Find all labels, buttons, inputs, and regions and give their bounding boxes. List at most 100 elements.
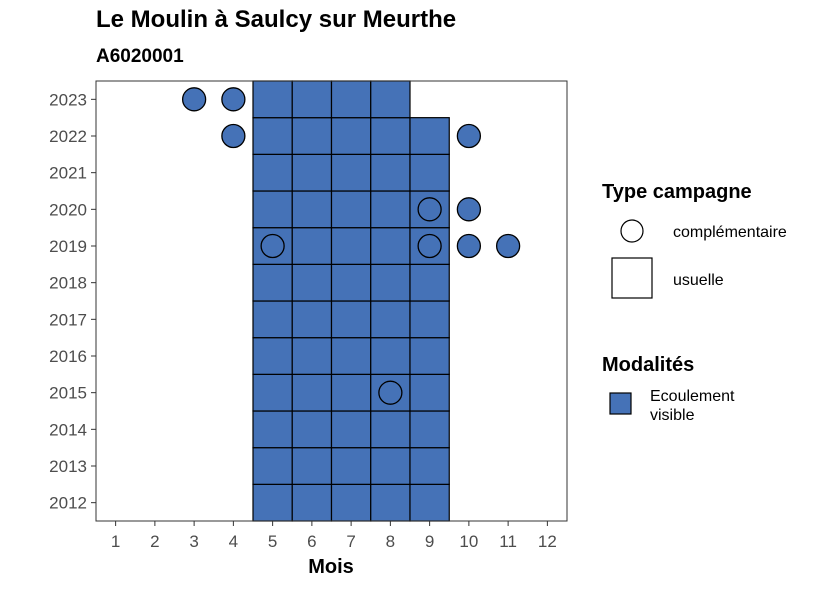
tile-2017-5: [252, 300, 293, 339]
tile-2012-9: [409, 483, 450, 522]
legend-title-modalites: Modalités: [602, 354, 694, 376]
tile-2016-8: [370, 337, 411, 375]
tile-2022-5: [252, 117, 293, 155]
tile-2014-9: [409, 410, 450, 449]
tile-2019-6: [291, 227, 333, 265]
tile-2023-6: [291, 80, 333, 119]
legend-label-complementaire: complémentaire: [673, 224, 787, 241]
x-tick-label-12: 12: [538, 532, 557, 551]
tile-2019-7: [330, 227, 372, 265]
tile-2014-8: [370, 410, 411, 449]
plot-panel-border: [95, 80, 568, 522]
y-tick-label-2022: 2022: [49, 127, 87, 146]
x-tick-label-5: 5: [268, 532, 277, 551]
chart-title: Le Moulin à Saulcy sur Meurthe: [96, 6, 457, 33]
y-tick-label-2021: 2021: [49, 164, 87, 183]
tile-2016-9: [409, 337, 450, 375]
point-2023-4: [221, 87, 246, 112]
tile-2013-5: [252, 447, 293, 485]
legend-key-usuelle: [611, 257, 653, 299]
tile-2013-8: [370, 447, 411, 485]
point-2022-4: [221, 123, 246, 149]
legend-title-type-campagne: Type campagne: [602, 181, 752, 203]
tile-2020-9: [409, 190, 450, 229]
legend-label-ecoulement-visible: Ecoulement visible: [650, 388, 735, 424]
y-tick-label-2013: 2013: [49, 457, 87, 476]
legend-key-complementaire: [620, 219, 644, 243]
chart-subtitle: A6020001: [96, 46, 184, 67]
point-2020-10: [456, 197, 482, 222]
tile-2020-6: [291, 190, 333, 229]
axis-ticks: 1 2 3 4 5 6 7 8 9 10 11 122012201320142015201620172…: [49, 90, 557, 551]
x-tick-label-9: 9: [425, 532, 434, 551]
y-tick-label-2017: 2017: [49, 310, 87, 329]
tile-2015-5: [252, 373, 293, 412]
x-tick-label-6: 6: [307, 532, 316, 551]
tile-2012-7: [330, 483, 372, 522]
y-tick-label-2019: 2019: [49, 237, 87, 256]
tile-2017-9: [409, 300, 450, 339]
tile-2022-7: [330, 117, 372, 155]
tile-2019-5: [252, 227, 293, 265]
y-tick-label-2012: 2012: [49, 494, 87, 513]
tile-2018-7: [330, 263, 372, 302]
y-tick-label-2016: 2016: [49, 347, 87, 366]
legend: Type campagne complémentaire usuelle Mod…: [602, 181, 787, 424]
tile-2016-6: [291, 337, 333, 375]
tile-2017-6: [291, 300, 333, 339]
tile-2018-8: [370, 263, 411, 302]
tile-2015-8: [370, 373, 411, 412]
point-2015-8: [378, 380, 403, 405]
tile-2017-8: [370, 300, 411, 339]
tile-2018-6: [291, 263, 333, 302]
point-2019-5: [260, 233, 285, 259]
tile-2020-8: [370, 190, 411, 229]
tile-2021-9: [409, 153, 450, 192]
tile-2023-8: [370, 80, 411, 119]
point-2019-10: [456, 233, 482, 259]
tile-2013-6: [291, 447, 333, 485]
tile-2019-9: [409, 227, 450, 265]
tile-2021-7: [330, 153, 372, 192]
tile-2014-6: [291, 410, 333, 449]
tile-2022-6: [291, 117, 333, 155]
tile-2017-7: [330, 300, 372, 339]
tile-2021-8: [370, 153, 411, 192]
tile-2018-9: [409, 263, 450, 302]
y-tick-label-2015: 2015: [49, 384, 87, 403]
tile-2018-5: [252, 263, 293, 302]
legend-key-ecoulement-visible: [609, 392, 632, 415]
tile-2020-7: [330, 190, 372, 229]
tile-2021-6: [291, 153, 333, 192]
x-tick-label-7: 7: [346, 532, 355, 551]
point-2023-3: [181, 87, 207, 112]
tile-2012-6: [291, 483, 333, 522]
point-2022-10: [456, 123, 482, 149]
tile-2014-5: [252, 410, 293, 449]
tile-2015-9: [409, 373, 450, 412]
tile-2016-7: [330, 337, 372, 375]
x-tick-label-4: 4: [229, 532, 238, 551]
tile-2016-5: [252, 337, 293, 375]
x-tick-label-11: 11: [499, 532, 517, 551]
x-tick-label-3: 3: [189, 532, 198, 551]
x-tick-label-10: 10: [459, 532, 478, 551]
tile-2012-5: [252, 483, 293, 522]
tile-2014-7: [330, 410, 372, 449]
tile-2020-5: [252, 190, 293, 229]
tile-2012-8: [370, 483, 411, 522]
tile-2023-7: [330, 80, 372, 119]
legend-label-usuelle: usuelle: [673, 272, 724, 289]
y-tick-label-2018: 2018: [49, 274, 87, 293]
point-2019-9: [417, 233, 442, 259]
y-tick-label-2020: 2020: [49, 200, 87, 219]
tile-2019-8: [370, 227, 411, 265]
point-2019-11: [495, 233, 521, 259]
x-tick-label-8: 8: [386, 532, 395, 551]
x-axis-title: Mois: [308, 556, 354, 578]
tile-2022-8: [370, 117, 411, 155]
tile-2015-7: [330, 373, 372, 412]
x-tick-label-2: 2: [150, 532, 159, 551]
y-tick-label-2023: 2023: [49, 90, 87, 109]
